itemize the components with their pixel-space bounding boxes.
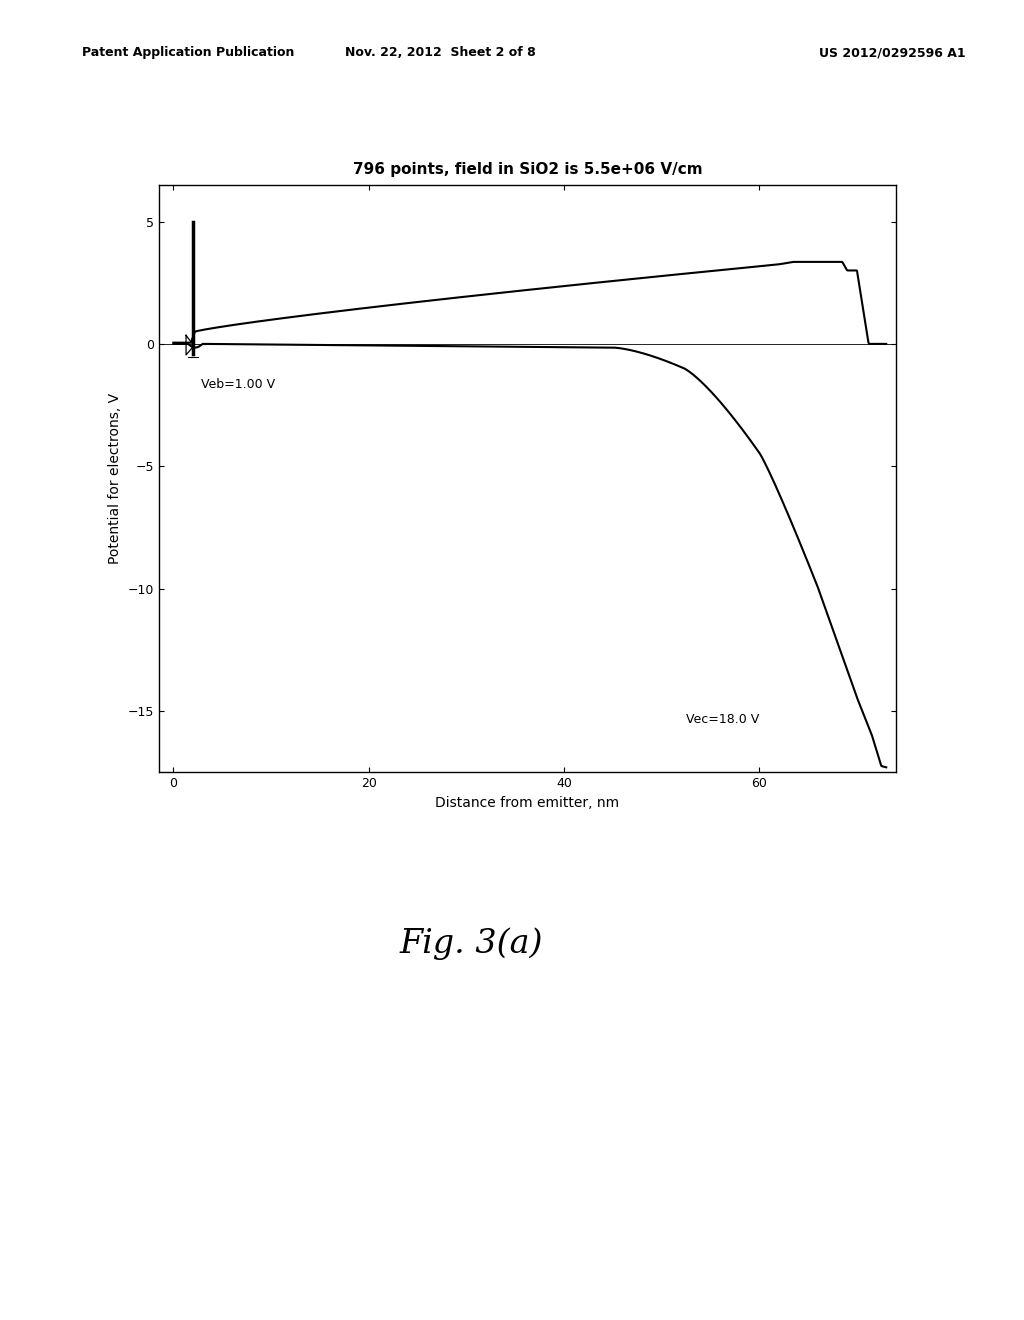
Title: 796 points, field in SiO2 is 5.5e+06 V/cm: 796 points, field in SiO2 is 5.5e+06 V/c… [352, 161, 702, 177]
Text: Vec=18.0 V: Vec=18.0 V [686, 713, 760, 726]
Text: Veb=1.00 V: Veb=1.00 V [201, 378, 274, 391]
Text: Patent Application Publication: Patent Application Publication [82, 46, 294, 59]
Text: US 2012/0292596 A1: US 2012/0292596 A1 [819, 46, 966, 59]
Text: Nov. 22, 2012  Sheet 2 of 8: Nov. 22, 2012 Sheet 2 of 8 [345, 46, 536, 59]
X-axis label: Distance from emitter, nm: Distance from emitter, nm [435, 796, 620, 809]
Text: Fig. 3(a): Fig. 3(a) [399, 928, 543, 960]
Y-axis label: Potential for electrons, V: Potential for electrons, V [108, 393, 122, 564]
